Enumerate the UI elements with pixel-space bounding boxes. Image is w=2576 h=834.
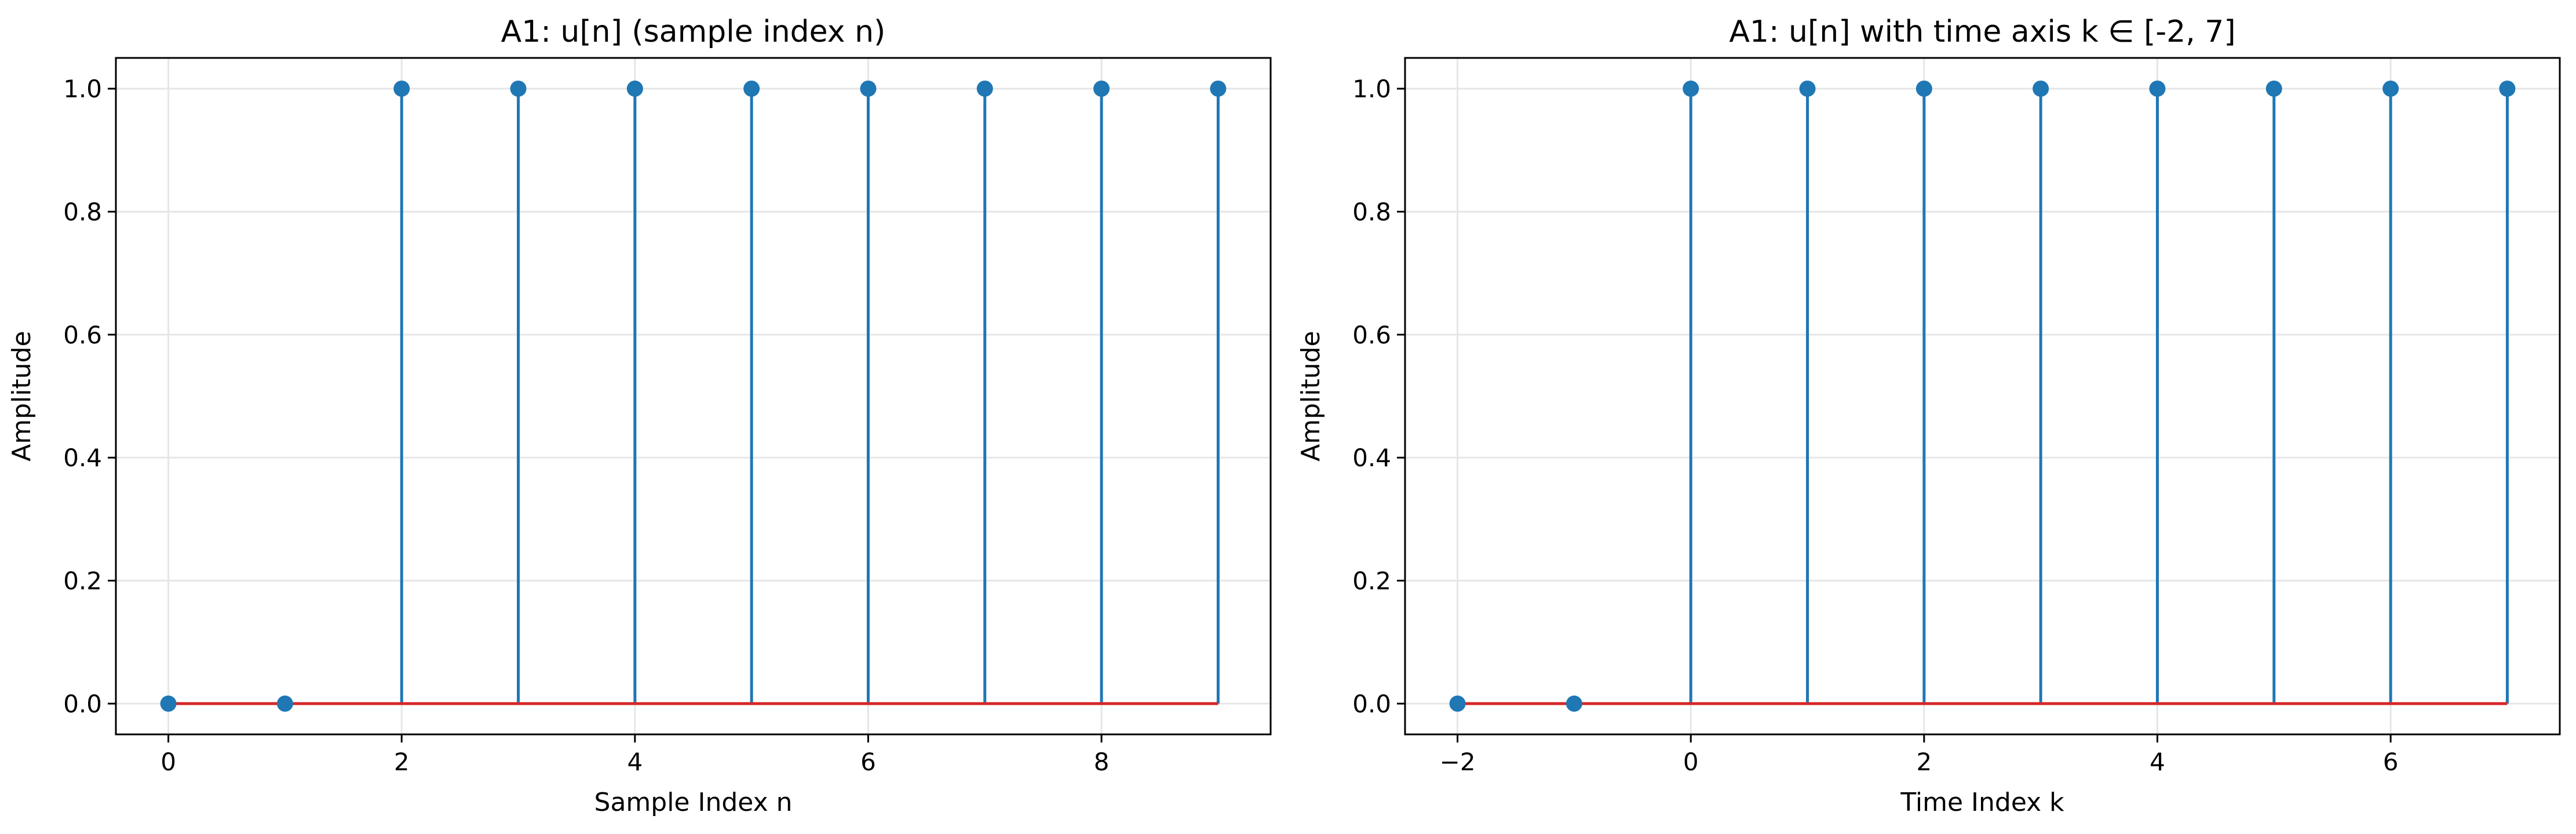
chart-title: A1: u[n] (sample index n) (501, 14, 886, 49)
y-tick-label: 0.0 (1352, 690, 1391, 718)
y-tick-label: 0.6 (1352, 321, 1391, 349)
x-tick-label: 8 (1094, 748, 1110, 776)
x-tick-label: 6 (2383, 748, 2399, 776)
y-tick-label: 1.0 (63, 75, 102, 103)
data-point (1566, 695, 1582, 712)
data-point (1210, 81, 1227, 97)
data-point (860, 81, 877, 97)
y-tick-label: 0.4 (1352, 444, 1391, 472)
data-point (1683, 81, 1699, 97)
x-axis-label: Sample Index n (594, 788, 793, 817)
x-tick-label: 6 (860, 748, 876, 776)
data-point (976, 81, 993, 97)
y-axis-label: Amplitude (7, 331, 37, 461)
x-tick-label: 2 (1916, 748, 1932, 776)
y-tick-label: 0.2 (63, 567, 102, 595)
data-point (2382, 81, 2399, 97)
y-tick-label: 0.4 (63, 444, 102, 472)
x-tick-label: 2 (394, 748, 410, 776)
data-point (1915, 81, 1932, 97)
data-point (2149, 81, 2166, 97)
data-point (2265, 81, 2282, 97)
x-tick-label: 4 (627, 748, 643, 776)
x-tick-label: 0 (1683, 748, 1699, 776)
y-axis-label: Amplitude (1296, 331, 1326, 461)
data-point (1093, 81, 1110, 97)
data-point (743, 81, 760, 97)
axes-frame (1404, 57, 2561, 736)
x-tick-label: 0 (160, 748, 176, 776)
x-tick-label: 4 (2150, 748, 2165, 776)
data-point (510, 81, 527, 97)
y-tick-label: 0.8 (63, 197, 102, 226)
data-point (1449, 695, 1466, 712)
data-point (1799, 81, 1816, 97)
y-tick-label: 0.0 (63, 690, 102, 718)
axes-frame (115, 57, 1272, 736)
y-tick-label: 0.2 (1352, 567, 1391, 595)
x-tick-label: −2 (1440, 748, 1476, 776)
y-tick-label: 0.6 (63, 321, 102, 349)
data-point (393, 81, 410, 97)
data-point (2499, 81, 2516, 97)
x-axis-label: Time Index k (1900, 788, 2064, 817)
data-point (276, 695, 293, 712)
data-point (626, 81, 643, 97)
chart-title: A1: u[n] with time axis k ∈ [-2, 7] (1729, 14, 2235, 49)
data-point (160, 695, 177, 712)
data-point (2033, 81, 2049, 97)
y-tick-label: 0.8 (1352, 197, 1391, 226)
y-tick-label: 1.0 (1352, 75, 1391, 103)
